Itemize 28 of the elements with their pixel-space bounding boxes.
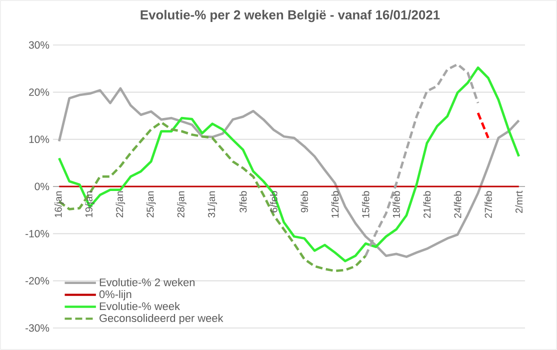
x-tick-label: 3/feb bbox=[239, 191, 247, 212]
y-tick-label: 0% bbox=[34, 182, 50, 190]
x-tick-label: 6/feb bbox=[270, 191, 278, 212]
x-tick-label: 18/feb bbox=[392, 191, 400, 218]
x-tick-label: 19/jan bbox=[85, 191, 94, 218]
x-tick-label: 9/feb bbox=[300, 191, 308, 212]
x-tick-label: 21/feb bbox=[423, 191, 431, 218]
legend-label: Evolutie-% week bbox=[100, 302, 180, 310]
legend-label: 0%-lijn bbox=[99, 290, 132, 300]
y-tick-label: -10% bbox=[26, 230, 50, 238]
chart-title: Evolutie-% per 2 weken België - vanaf 16/01/2021 bbox=[140, 10, 440, 22]
x-tick-label: 15/feb bbox=[362, 191, 370, 218]
y-tick-label: 30% bbox=[28, 41, 50, 49]
x-tick-label: 22/jan bbox=[116, 191, 126, 218]
x-tick-label: 31/jan bbox=[208, 191, 218, 218]
x-tick-label: 28/jan bbox=[177, 191, 186, 218]
x-tick-label: 12/feb bbox=[331, 191, 339, 218]
x-tick-label: 27/feb bbox=[484, 191, 492, 218]
x-tick-label: 2/mrt bbox=[515, 190, 523, 213]
y-tick-label: -30% bbox=[26, 324, 50, 332]
y-tick-label: -20% bbox=[26, 277, 50, 285]
legend-label: Evolutie-% 2 weken bbox=[100, 278, 195, 286]
y-tick-label: 10% bbox=[29, 136, 50, 144]
x-tick-label: 16/jan bbox=[54, 191, 64, 218]
x-tick-label: 25/jan bbox=[146, 191, 156, 218]
legend-label: Geconsolideerd per week bbox=[100, 314, 224, 324]
y-tick-label: 20% bbox=[29, 88, 50, 96]
x-tick-label: 24/feb bbox=[454, 191, 462, 218]
